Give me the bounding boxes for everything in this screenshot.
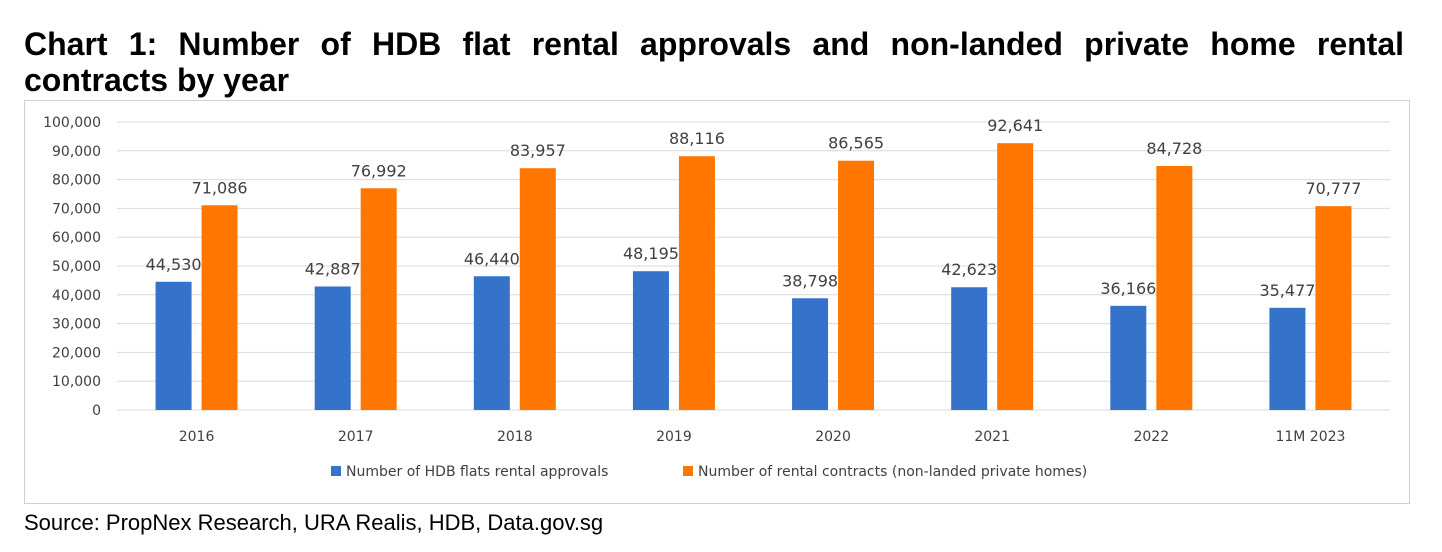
bars bbox=[155, 143, 1352, 411]
x-tick-label: 2016 bbox=[179, 429, 215, 445]
x-tick-label: 2022 bbox=[1133, 429, 1169, 445]
data-label: 84,728 bbox=[1146, 139, 1202, 158]
y-tick-label: 10,000 bbox=[52, 374, 101, 390]
data-label: 46,440 bbox=[464, 249, 520, 268]
y-tick-label: 20,000 bbox=[52, 345, 101, 361]
bar bbox=[473, 276, 510, 410]
data-label: 44,530 bbox=[146, 255, 202, 274]
x-tick-label: 11M 2023 bbox=[1275, 429, 1345, 445]
chart-area: 0 10,000 20,000 30,000 40,000 50,000 60,000 70,… bbox=[24, 100, 1410, 504]
data-label: 83,957 bbox=[510, 141, 566, 160]
bar bbox=[997, 143, 1034, 411]
legend: Number of HDB flats rental approvals Numb… bbox=[331, 464, 1087, 480]
data-labels: 44,530 71,086 42,887 76,992 46,440 83,957 48,1… bbox=[146, 116, 1362, 300]
data-label: 71,086 bbox=[192, 178, 248, 197]
y-tick-label: 0 bbox=[92, 403, 101, 419]
data-label: 86,565 bbox=[828, 134, 884, 153]
bar bbox=[314, 286, 351, 410]
y-axis-ticks: 0 10,000 20,000 30,000 40,000 50,000 60,000 70,… bbox=[43, 115, 101, 419]
bar bbox=[678, 156, 715, 410]
legend-label: Number of rental contracts (non-landed p… bbox=[698, 464, 1087, 480]
bar bbox=[632, 271, 669, 410]
y-tick-label: 30,000 bbox=[52, 317, 101, 333]
y-tick-label: 50,000 bbox=[52, 259, 101, 275]
x-axis-ticks: 2016 2017 2018 2019 2020 2021 2022 11M 2023 bbox=[179, 429, 1346, 445]
bar bbox=[155, 281, 192, 410]
y-tick-label: 70,000 bbox=[52, 201, 101, 217]
bar bbox=[792, 298, 829, 410]
bar bbox=[201, 205, 238, 410]
x-tick-label: 2019 bbox=[656, 429, 692, 445]
legend-swatch bbox=[331, 466, 341, 476]
data-label: 36,166 bbox=[1100, 279, 1156, 298]
x-tick-label: 2017 bbox=[338, 429, 374, 445]
data-label: 88,116 bbox=[669, 129, 725, 148]
x-tick-label: 2018 bbox=[497, 429, 533, 445]
data-label: 38,798 bbox=[782, 271, 838, 290]
x-tick-label: 2020 bbox=[815, 429, 851, 445]
y-tick-label: 60,000 bbox=[52, 230, 101, 246]
bar bbox=[1110, 305, 1147, 410]
y-tick-label: 80,000 bbox=[52, 173, 101, 189]
x-tick-label: 2021 bbox=[974, 429, 1010, 445]
bar bbox=[519, 168, 556, 410]
data-label: 35,477 bbox=[1259, 281, 1315, 300]
data-label: 70,777 bbox=[1305, 179, 1361, 198]
data-label: 42,887 bbox=[305, 259, 361, 278]
bar bbox=[360, 188, 397, 410]
bar bbox=[951, 287, 988, 410]
legend-label: Number of HDB flats rental approvals bbox=[346, 464, 608, 480]
data-label: 48,195 bbox=[623, 244, 679, 263]
bar bbox=[1315, 206, 1352, 410]
bar-chart: 0 10,000 20,000 30,000 40,000 50,000 60,000 70,… bbox=[43, 115, 1390, 480]
data-label: 92,641 bbox=[987, 116, 1043, 135]
bar bbox=[838, 160, 875, 410]
legend-swatch bbox=[683, 466, 693, 476]
data-label: 42,623 bbox=[941, 260, 997, 279]
y-tick-label: 100,000 bbox=[43, 115, 101, 131]
bar bbox=[1156, 165, 1193, 410]
y-tick-label: 40,000 bbox=[52, 288, 101, 304]
y-tick-label: 90,000 bbox=[52, 144, 101, 160]
data-label: 76,992 bbox=[351, 161, 407, 180]
source-note: Source: PropNex Research, URA Realis, HD… bbox=[24, 510, 604, 535]
bar bbox=[1269, 307, 1306, 410]
chart-title: Chart 1: Number of HDB flat rental appro… bbox=[24, 26, 1404, 98]
